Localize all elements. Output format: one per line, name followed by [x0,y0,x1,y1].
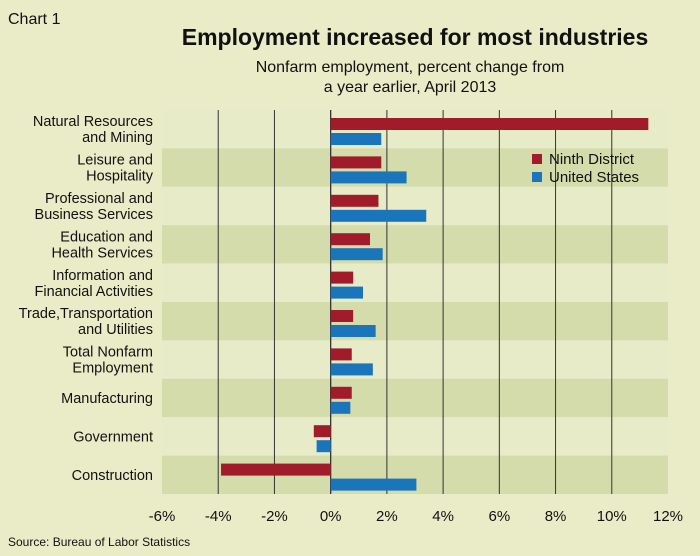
category-label: and Utilities [78,322,153,338]
category-band [162,263,668,302]
category-label: Natural Resources [33,114,153,130]
bar-ninth-district-leisure-and-hospitality [330,156,382,169]
x-tick-label: -2% [261,508,288,525]
category-band [162,378,668,418]
category-label: Total Nonfarm [63,345,153,361]
bar-united-states-natural-resources-and-mining [330,133,382,145]
category-label: Hospitality [86,169,154,185]
x-tick-label: 10% [597,508,627,525]
category-label: Trade,Transportation [19,306,153,322]
x-tick-label: -4% [205,508,232,525]
category-band [162,302,668,341]
category-label: Construction [72,468,153,484]
bar-ninth-district-government [313,425,331,438]
category-label: Manufacturing [61,391,153,407]
category-band [162,225,668,264]
bar-united-states-total-nonfarm-employment [330,363,373,376]
bar-united-states-education-and-health-services [330,248,383,261]
gridlines [217,110,613,494]
x-tick-label: 4% [432,508,454,525]
bar-united-states-professional-and-business-services [330,209,427,222]
bar-ninth-district-natural-resources-and-mining [330,118,649,130]
legend-swatch-united-states [532,172,542,182]
x-tick-label: 0% [320,508,342,525]
chart-label: Chart 1 [8,11,61,28]
category-band [162,417,668,456]
category-band [162,340,668,379]
category-label: Information and [52,268,153,284]
chart-subtitle-line-2: a year earlier, April 2013 [324,79,497,96]
x-tick-label: 12% [653,508,683,525]
bars [221,118,649,491]
x-tick-label: -6% [149,508,176,525]
bar-ninth-district-education-and-health-services [330,233,371,246]
chart-title: Employment increased for most industries [182,24,649,50]
bar-united-states-government [316,440,331,453]
x-tick-label: 6% [488,508,510,525]
category-label: Education and [60,229,153,245]
category-label: Employment [72,361,153,377]
category-band [162,148,668,187]
category-label: Government [73,429,153,445]
category-label: and Mining [82,130,153,146]
legend-label-ninth-district: Ninth District [549,151,635,168]
bar-ninth-district-trade-transportation-and-utilities [330,310,354,322]
category-label: Business Services [35,207,153,223]
x-tick-labels: -6% -4% -2% 0% 2% 4% 6% 8% 10% 12% [149,508,683,525]
category-label: Professional and [45,191,153,207]
category-label: Financial Activities [35,284,153,300]
chart-subtitle-line-1: Nonfarm employment, percent change from [256,59,565,76]
bar-united-states-information-and-financial-activities [330,286,363,299]
bar-ninth-district-manufacturing [330,386,352,399]
bar-united-states-trade-transportation-and-utilities [330,325,376,337]
category-label: Health Services [51,245,153,261]
bar-ninth-district-construction [221,463,331,476]
category-bands [162,110,668,494]
bar-united-states-manufacturing [330,401,351,414]
bar-ninth-district-professional-and-business-services [330,194,379,207]
bar-ninth-district-total-nonfarm-employment [330,348,352,361]
bar-united-states-leisure-and-hospitality [330,171,407,184]
bar-united-states-construction [330,478,417,491]
source-note: Source: Bureau of Labor Statistics [8,535,190,549]
category-label: Leisure and [77,153,153,169]
x-tick-label: 8% [545,508,567,525]
legend-label-united-states: United States [549,169,639,186]
x-tick-label: 2% [376,508,398,525]
legend-swatch-ninth-district [532,154,542,164]
legend: Ninth District United States [532,151,639,186]
bar-ninth-district-information-and-financial-activities [330,271,354,284]
